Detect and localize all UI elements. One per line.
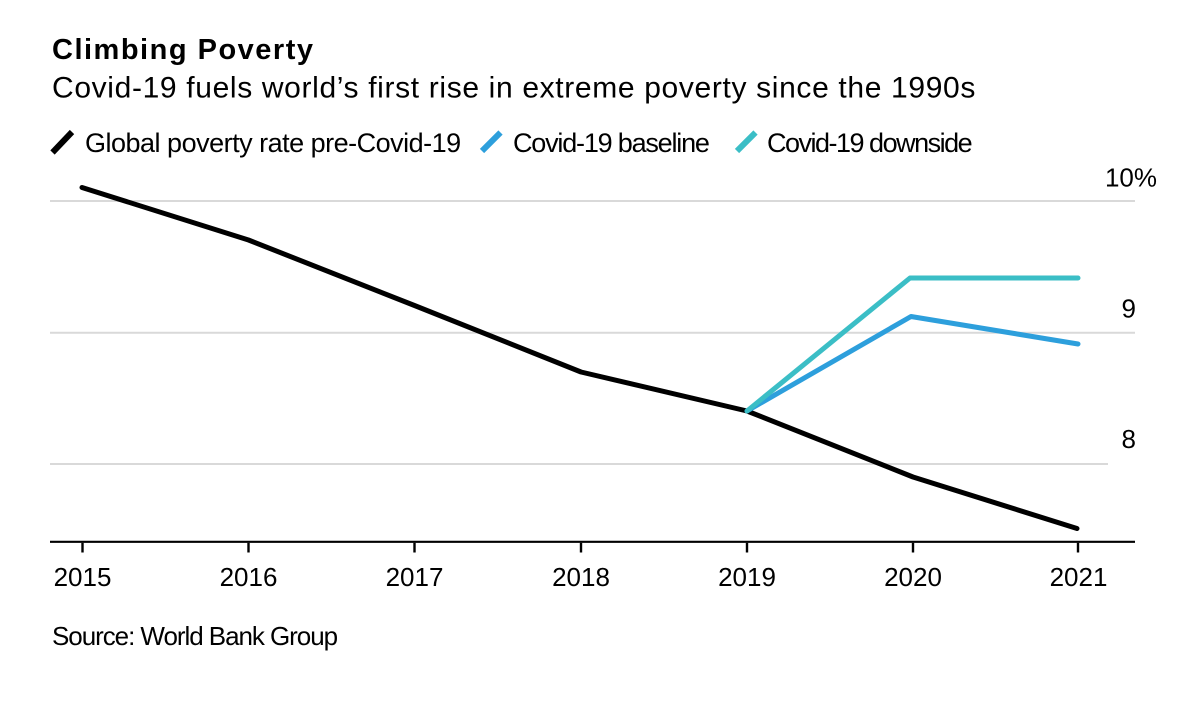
svg-text:9: 9 bbox=[1122, 294, 1136, 324]
svg-text:Covid-19 baseline: Covid-19 baseline bbox=[513, 128, 709, 158]
svg-text:2019: 2019 bbox=[718, 562, 776, 592]
svg-text:Source: World Bank Group: Source: World Bank Group bbox=[52, 621, 338, 651]
svg-text:10%: 10% bbox=[1105, 163, 1157, 193]
svg-text:Covid-19 downside: Covid-19 downside bbox=[767, 128, 972, 158]
svg-text:2017: 2017 bbox=[386, 562, 444, 592]
svg-text:2018: 2018 bbox=[552, 562, 610, 592]
svg-text:2020: 2020 bbox=[884, 562, 942, 592]
svg-text:Global poverty rate pre-Covid-: Global poverty rate pre-Covid-19 bbox=[85, 128, 461, 158]
svg-text:2015: 2015 bbox=[54, 562, 112, 592]
svg-text:2021: 2021 bbox=[1050, 562, 1108, 592]
svg-text:8: 8 bbox=[1122, 424, 1136, 454]
svg-text:2016: 2016 bbox=[220, 562, 278, 592]
svg-text:Covid-19 fuels world’s first r: Covid-19 fuels world’s first rise in ext… bbox=[52, 72, 976, 105]
svg-text:Climbing Poverty: Climbing Poverty bbox=[52, 34, 315, 66]
